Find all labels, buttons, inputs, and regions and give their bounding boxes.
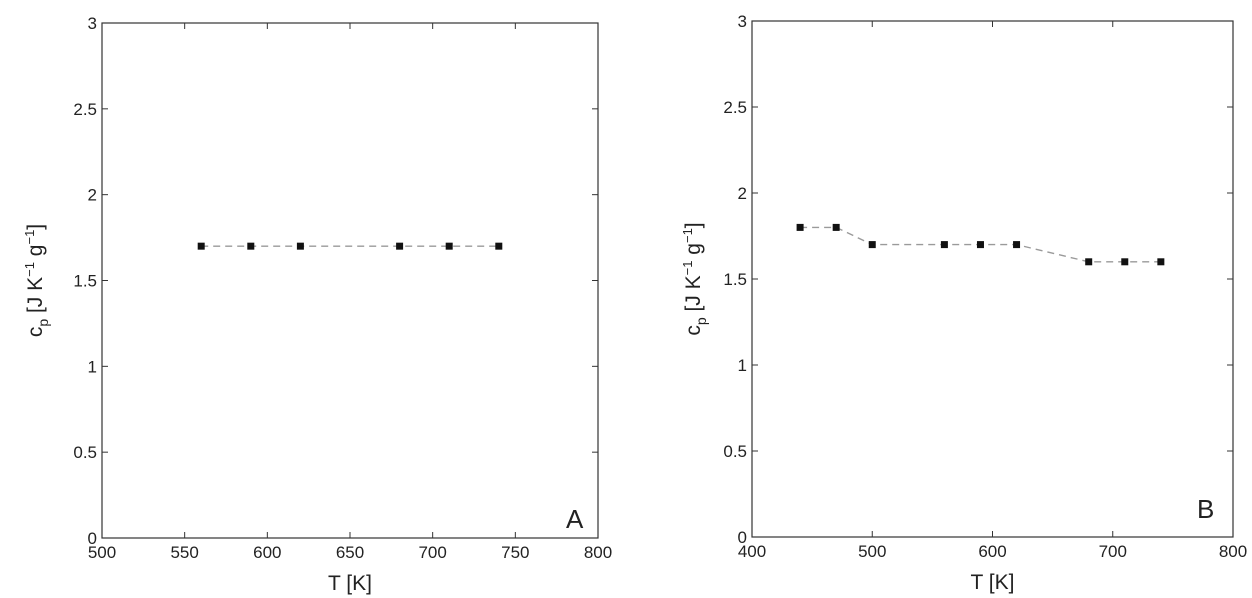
y-axis-label-part: g bbox=[24, 245, 47, 263]
x-tick-label: 600 bbox=[978, 542, 1006, 561]
data-point bbox=[445, 242, 453, 250]
y-tick-label: 2.5 bbox=[73, 100, 97, 119]
y-axis-label-part: −1 bbox=[680, 228, 695, 243]
panel-b: 400 500 600 700 800 0 0.5 1 1.5 2 2.5 3 T [K] cp [J K… bbox=[680, 12, 1247, 594]
data-point bbox=[868, 241, 876, 249]
data-point bbox=[1157, 258, 1165, 266]
y-tick-label: 1.5 bbox=[73, 272, 97, 291]
y-axis-label-part: [J K bbox=[682, 275, 705, 317]
y-tick-label: 1.5 bbox=[723, 270, 747, 289]
y-tick-label: 2.5 bbox=[723, 98, 747, 117]
x-tick-label: 500 bbox=[858, 542, 886, 561]
x-axis-label: T [K] bbox=[328, 572, 372, 595]
data-point bbox=[495, 242, 503, 250]
data-point bbox=[1121, 258, 1129, 266]
x-tick-label: 800 bbox=[1219, 542, 1247, 561]
y-tick-label: 0.5 bbox=[723, 442, 747, 461]
y-tick-label: 2 bbox=[88, 186, 97, 205]
y-tick-label: 0 bbox=[88, 529, 97, 548]
y-axis-label-part: ] bbox=[24, 224, 47, 230]
data-point bbox=[976, 241, 984, 249]
data-point bbox=[796, 223, 804, 231]
y-axis-label-part: [J K bbox=[24, 277, 47, 319]
data-point bbox=[197, 242, 205, 250]
x-tick-label: 550 bbox=[170, 543, 198, 562]
panel-a: 500 550 600 650 700 750 800 0 0.5 1 1.5 2 2.5 3 T [K] c… bbox=[22, 14, 612, 595]
y-tick-label: 3 bbox=[88, 14, 97, 33]
y-tick-label: 1 bbox=[88, 357, 97, 376]
data-point bbox=[1013, 241, 1021, 249]
y-tick-label: 0 bbox=[738, 528, 747, 547]
x-tick-label: 500 bbox=[88, 543, 116, 562]
y-axis-label-part: c bbox=[24, 327, 47, 338]
y-axis-label-part: c bbox=[682, 325, 705, 336]
x-tick-label: 650 bbox=[336, 543, 364, 562]
x-axis-label: T [K] bbox=[971, 571, 1015, 594]
data-point bbox=[940, 241, 948, 249]
y-tick-label: 1 bbox=[738, 356, 747, 375]
y-axis-label-part: p bbox=[35, 319, 51, 327]
y-axis-label-part: p bbox=[693, 317, 709, 325]
data-point bbox=[832, 223, 840, 231]
data-point bbox=[396, 242, 404, 250]
y-tick-label: 0.5 bbox=[73, 443, 97, 462]
y-tick-label: 3 bbox=[738, 12, 747, 31]
x-tick-label: 700 bbox=[1099, 542, 1127, 561]
panel-letter: A bbox=[566, 504, 584, 534]
y-axis-label-part: −1 bbox=[22, 262, 37, 277]
y-axis-label: cp [J K−1 g−1] bbox=[22, 224, 51, 337]
data-point bbox=[1085, 258, 1093, 266]
data-point bbox=[296, 242, 304, 250]
x-tick-label: 700 bbox=[418, 543, 446, 562]
x-tick-label: 600 bbox=[253, 543, 281, 562]
x-tick-label: 800 bbox=[584, 543, 612, 562]
x-tick-label: 400 bbox=[738, 542, 766, 561]
y-axis-label: cp [J K−1 g−1] bbox=[680, 222, 709, 335]
y-tick-label: 2 bbox=[738, 184, 747, 203]
data-point bbox=[247, 242, 255, 250]
y-axis-label-part: −1 bbox=[680, 261, 695, 276]
y-axis-label-part: ] bbox=[682, 222, 705, 228]
plot-frame bbox=[751, 20, 1234, 538]
panel-letter: B bbox=[1197, 494, 1214, 524]
x-tick-label: 750 bbox=[501, 543, 529, 562]
plot-frame bbox=[101, 22, 599, 539]
y-axis-label-part: −1 bbox=[22, 230, 37, 245]
y-axis-label-part: g bbox=[682, 243, 705, 261]
